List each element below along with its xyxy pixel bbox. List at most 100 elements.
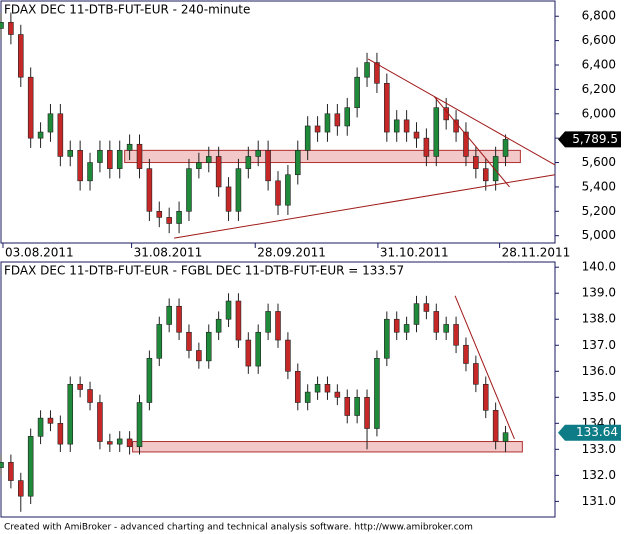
last-value-box	[558, 424, 621, 441]
x-tick-label: 31.10.2011	[380, 246, 449, 260]
support-zone	[132, 441, 523, 453]
candle-body	[107, 150, 113, 169]
candle-body	[87, 162, 93, 182]
candle-body	[205, 331, 212, 362]
support-zone	[124, 149, 521, 164]
x-tick-label: 28.11.2011	[502, 246, 571, 260]
y-tick-label: 133.0	[582, 442, 616, 456]
y-tick-label: 5,000	[582, 228, 616, 242]
candle-body	[107, 441, 113, 445]
candle-body	[433, 311, 440, 333]
x-tick-label: 28.09.2011	[257, 246, 326, 260]
candle-body	[433, 107, 440, 157]
candle-body	[384, 318, 390, 359]
candle-body	[275, 311, 281, 341]
candle-body	[295, 370, 301, 403]
candle-body	[18, 480, 24, 497]
candle-body	[275, 180, 281, 206]
last-value-label: 133.64	[576, 425, 618, 439]
candle-body	[47, 113, 54, 133]
candle-body	[423, 303, 430, 312]
candle-body	[186, 331, 192, 351]
candle-body	[136, 402, 143, 448]
candle-body	[393, 318, 400, 333]
candle-body	[285, 339, 291, 372]
candle-body	[423, 137, 430, 157]
candle-body	[215, 156, 222, 188]
candle-body	[235, 168, 242, 212]
candle-body	[196, 162, 202, 169]
candle-body	[146, 357, 153, 403]
candle-body	[344, 107, 351, 127]
candle-body	[502, 432, 509, 442]
candle-body	[285, 174, 291, 206]
trendline	[367, 58, 556, 166]
candle-body	[235, 300, 242, 341]
candle-body	[8, 462, 14, 481]
trendline	[433, 96, 510, 188]
candle-body	[492, 410, 499, 442]
candle-body	[0, 462, 4, 468]
candle-body	[225, 300, 232, 320]
candle-body	[166, 305, 172, 325]
candle-body	[47, 417, 54, 424]
candle-body	[205, 156, 212, 163]
candle-body	[364, 62, 370, 78]
candle-body	[334, 113, 341, 127]
y-tick-label: 6,200	[582, 82, 616, 96]
candle-body	[443, 324, 449, 333]
candle-body	[67, 150, 74, 157]
panel-title: FDAX DEC 11-DTB-FUT-EUR - 240-minute	[4, 3, 250, 17]
candle-body	[186, 168, 192, 212]
candle-body	[482, 168, 489, 182]
y-tick-label: 140.0	[582, 260, 616, 274]
candle-body	[0, 22, 4, 29]
candle-body	[453, 324, 459, 346]
y-tick-label: 5,200	[582, 204, 616, 218]
candle-body	[473, 363, 479, 385]
candle-body	[215, 318, 222, 333]
candle-body	[295, 150, 301, 176]
last-value-box	[558, 131, 621, 148]
candle-body	[463, 344, 469, 364]
candle-body	[27, 436, 34, 497]
candle-body	[314, 383, 321, 393]
footer: Created with AmiBroker - advanced charti…	[4, 523, 473, 533]
candle-body	[304, 125, 311, 151]
candle-body	[116, 438, 123, 445]
candle-body	[354, 76, 360, 108]
candle-body	[176, 305, 182, 333]
candle-body	[176, 211, 182, 224]
candle-body	[18, 34, 24, 78]
y-tick-label: 137.0	[582, 338, 616, 352]
y-tick-label: 138.0	[582, 312, 616, 326]
candle-body	[413, 131, 420, 139]
candle-body	[245, 339, 252, 367]
candle-body	[492, 156, 499, 182]
candle-body	[314, 125, 321, 133]
y-tick-label: 131.0	[582, 494, 616, 508]
x-tick-label: 03.08.2011	[5, 246, 74, 260]
candle-body	[403, 324, 410, 333]
candle-body	[146, 168, 153, 212]
candle-body	[502, 139, 509, 157]
candle-body	[196, 350, 202, 362]
candle-body	[453, 119, 459, 133]
y-tick-label: 6,600	[582, 33, 616, 47]
candle-body	[413, 303, 420, 325]
y-tick-label: 6,000	[582, 106, 616, 120]
panel-title: FDAX DEC 11-DTB-FUT-EUR - FGBL DEC 11-DT…	[4, 264, 404, 278]
candle-body	[37, 131, 44, 139]
candle-body	[136, 143, 143, 169]
candle-body	[334, 391, 341, 398]
y-tick-label: 136.0	[582, 364, 616, 378]
y-tick-label: 139.0	[582, 286, 616, 300]
candle-body	[97, 402, 103, 442]
candle-body	[324, 113, 331, 133]
candle-body	[27, 76, 34, 139]
candle-body	[255, 331, 261, 367]
candle-body	[57, 423, 64, 445]
candle-body	[473, 156, 479, 169]
candle-body	[67, 383, 74, 445]
